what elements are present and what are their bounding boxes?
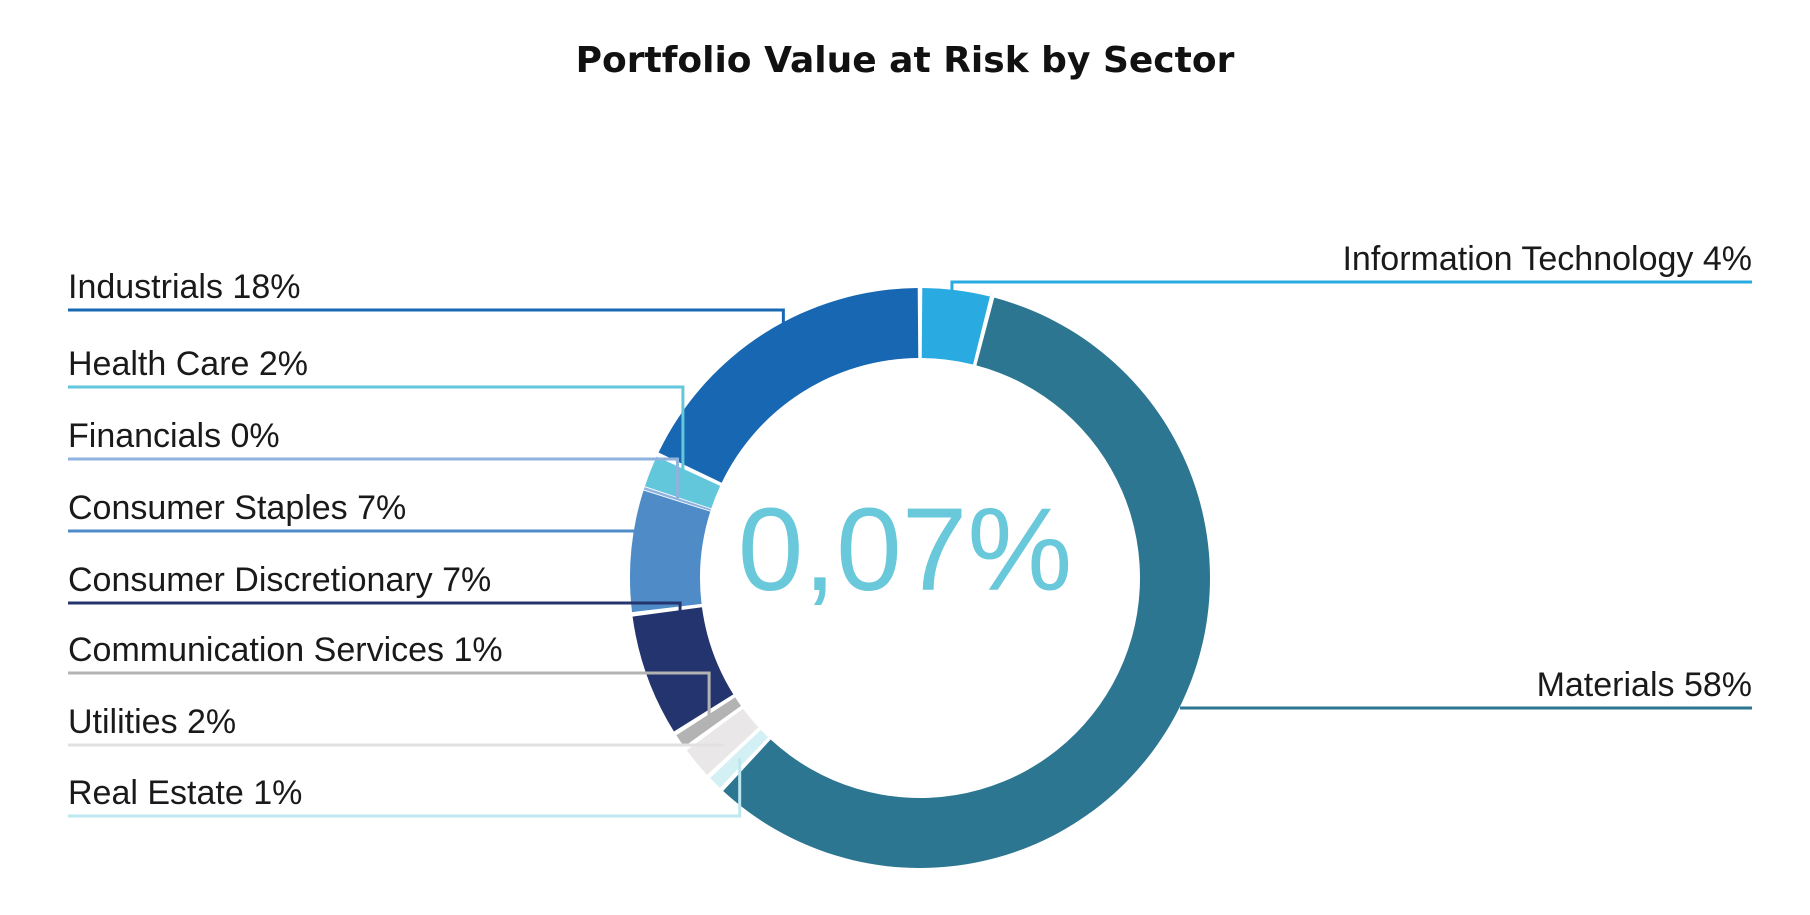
center-value-label: 0,07% [738,484,1073,616]
slice-label-consumer-discretionary: Consumer Discretionary 7% [68,561,491,599]
slice-labels: Information Technology 4% Materials 58% Re… [68,240,1752,812]
leader-lines [68,280,1752,818]
slice-industrials [658,288,919,483]
leader-line-consumer-discretionary [68,601,682,665]
slice-utilities [686,708,759,775]
leader-line-industrials [68,308,785,363]
slice-label-industrials: Industrials 18% [68,268,300,306]
slice-information-technology [921,288,990,365]
chart-title: Portfolio Value at Risk by Sector [575,40,1235,81]
slice-label-information-technology: Information Technology 4% [1342,240,1752,278]
slice-label-consumer-staples: Consumer Staples 7% [68,489,406,527]
slice-label-communication-services: Communication Services 1% [68,631,503,669]
slice-label-real-estate: Real Estate 1% [68,774,302,812]
leader-line-health-care [68,385,685,485]
leader-line-information-technology [950,280,1752,326]
slice-label-materials: Materials 58% [1537,666,1752,704]
slice-materials [723,297,1210,868]
slice-label-utilities: Utilities 2% [68,703,236,741]
slice-consumer-staples [630,490,711,613]
leader-line-communication-services [68,671,711,722]
slice-label-financials: Financials 0% [68,417,280,455]
leader-line-financials [68,457,679,500]
leader-line-real-estate [68,758,742,818]
slice-communication-services [676,697,742,747]
slice-label-health-care: Health Care 2% [68,345,308,383]
